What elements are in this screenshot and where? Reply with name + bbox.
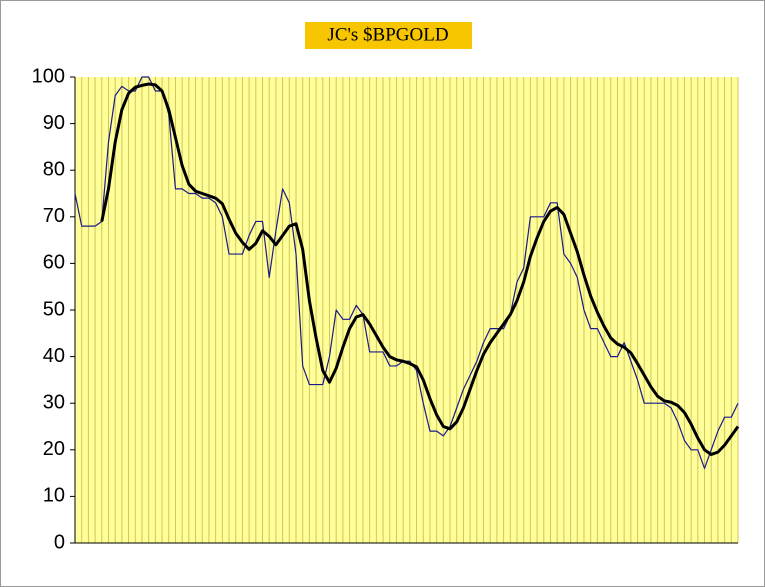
plot-area: 0 10 20 30 40 50 60 70 80 90 100 — [32, 65, 740, 553]
y-tick-label: 30 — [43, 391, 65, 413]
y-tick-label: 10 — [43, 485, 65, 507]
y-tick-label: 80 — [43, 158, 65, 180]
y-tick-label: 90 — [43, 112, 65, 134]
plot-background — [75, 77, 738, 543]
title-box — [305, 22, 472, 49]
series-line — [100, 82, 740, 456]
y-tick-label: 0 — [54, 531, 65, 553]
y-tick-label: 70 — [43, 205, 65, 227]
y-tick-label: 50 — [43, 298, 65, 320]
y-tick-label: 20 — [43, 438, 65, 460]
y-tick-label: 40 — [43, 345, 65, 367]
y-tick-label: 100 — [32, 65, 65, 87]
y-tick-label: 60 — [43, 252, 65, 274]
chart-title: JC's $BPGOLD — [327, 24, 448, 45]
